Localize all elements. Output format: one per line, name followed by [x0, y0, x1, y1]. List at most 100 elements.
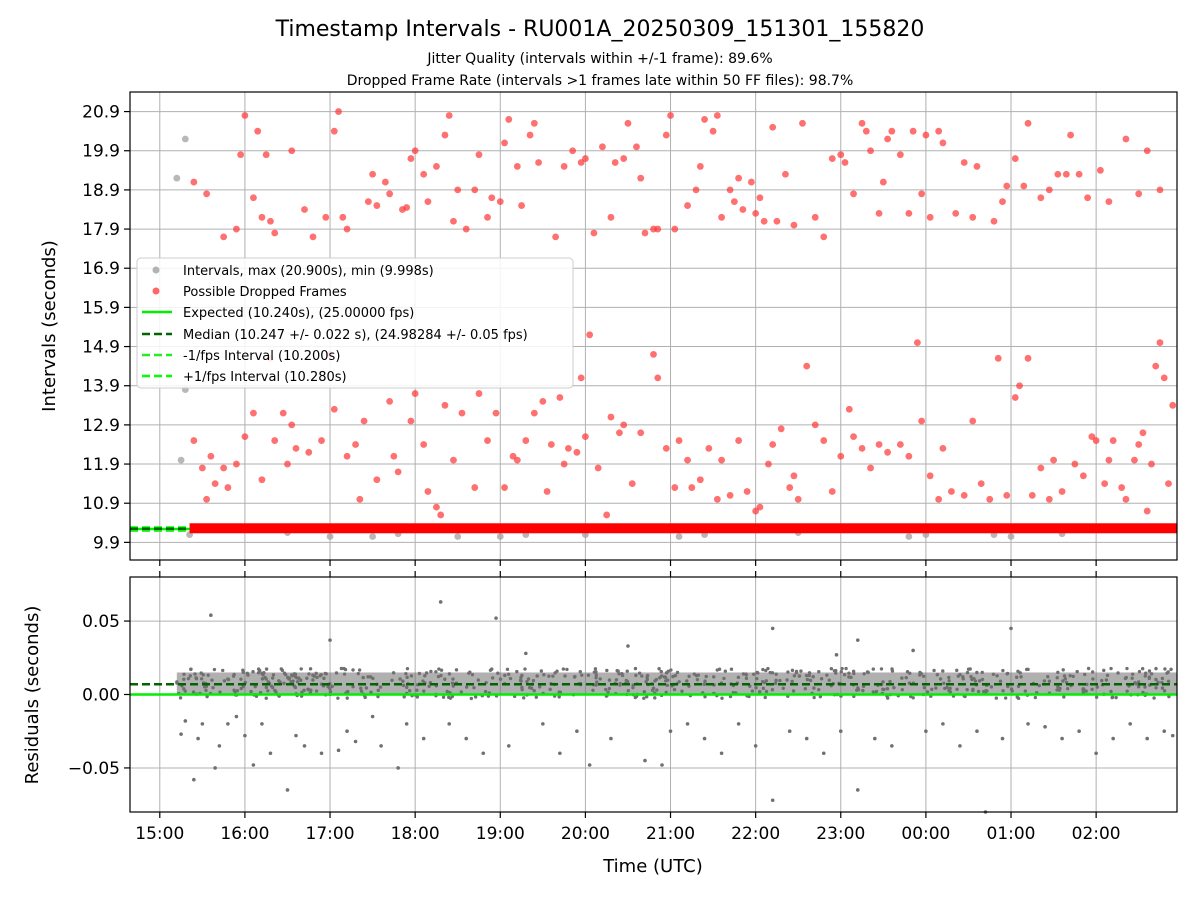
intervals-y-tick-label: 9.9 [93, 533, 120, 553]
x-tick-label: 15:00 [135, 824, 184, 844]
residual-band-point [961, 677, 965, 681]
residual-point [736, 722, 741, 726]
residual-band-point [1024, 667, 1029, 672]
residual-band-point [206, 673, 210, 677]
dropped-frame-point [488, 194, 496, 202]
dropped-frame-point [1037, 194, 1045, 202]
residual-band-point [239, 677, 243, 681]
residual-band-point [995, 674, 999, 678]
residual-band-point [561, 667, 566, 671]
residual-band-point [1068, 673, 1072, 678]
x-tick-label: 01:00 [987, 824, 1036, 844]
residual-point [447, 722, 452, 726]
dropped-frame-point [271, 437, 279, 444]
residual-point [1170, 733, 1175, 738]
residual-band-point [736, 675, 741, 680]
residual-band-point [239, 686, 243, 691]
residual-band-point [1165, 671, 1169, 675]
dropped-frame-point [190, 178, 198, 186]
residual-band-point [1023, 689, 1028, 693]
residual-band-point [476, 678, 481, 682]
residual-band-point [781, 686, 785, 690]
residual-band-point [211, 685, 215, 690]
dropped-frame-point [556, 394, 564, 401]
residual-band-point [948, 690, 952, 694]
residual-band-point [1154, 677, 1158, 682]
residual-band-point [498, 677, 503, 681]
dropped-frame-point [1122, 495, 1130, 503]
residual-point [196, 736, 200, 741]
residual-band-point [473, 695, 478, 699]
residual-band-point [790, 668, 795, 673]
dropped-frame-point [1037, 464, 1045, 472]
residual-band-point [723, 669, 728, 673]
residual-band-point [182, 672, 186, 676]
residual-point [668, 729, 673, 734]
residual-band-point [592, 670, 597, 674]
dropped-frame-point [799, 119, 806, 127]
residual-band-point [421, 679, 425, 683]
residual-band-point [1019, 675, 1023, 679]
residual-band-point [520, 687, 524, 692]
residual-point [1145, 736, 1150, 741]
residual-band-point [696, 673, 701, 677]
dropped-frame-point [590, 229, 598, 237]
dropped-frame-point [909, 127, 917, 135]
dropped-frame-point [939, 444, 947, 452]
residual-band-point [1005, 671, 1010, 676]
residual-point [1043, 725, 1047, 729]
dropped-frame-point [867, 147, 874, 155]
residual-band-point [212, 667, 217, 672]
residual-band-point [1056, 670, 1060, 675]
residual-band-point [955, 668, 959, 673]
residual-band-point [535, 674, 539, 678]
residual-band-point [633, 666, 638, 671]
dropped-frame-point [990, 217, 998, 225]
residual-band-point [1037, 683, 1041, 688]
dropped-frame-point [918, 417, 926, 425]
residual-band-point [1062, 674, 1067, 678]
residual-point [294, 733, 298, 738]
residual-band-point [770, 688, 775, 692]
dropped-frame-point [773, 217, 781, 225]
residual-band-point [1109, 666, 1113, 671]
residual-band-point [271, 673, 276, 677]
dropped-frame-point [1062, 170, 1070, 178]
residual-band-point [293, 672, 298, 676]
residual-band-point [881, 687, 885, 691]
dropped-frame-point [1050, 456, 1057, 464]
dropped-frame-point [726, 186, 734, 194]
dropped-frame-point [437, 511, 445, 519]
dropped-frame-point [343, 452, 351, 460]
residual-band-point [378, 685, 383, 689]
residual-band-point [984, 688, 988, 693]
residual-point [804, 736, 809, 741]
residual-band-point [1001, 668, 1005, 673]
residual-band-point [531, 678, 536, 683]
residual-band-point [295, 680, 300, 684]
residual-point [855, 788, 860, 792]
dropped-frame-point [203, 190, 211, 198]
residual-point [587, 763, 592, 767]
residual-band-point [1055, 688, 1059, 692]
residual-band-point [201, 673, 205, 677]
residual-band-point [971, 688, 975, 693]
residual-band-point [506, 672, 511, 676]
residual-band-point [947, 679, 951, 683]
residual-band-point [1090, 687, 1094, 692]
residual-band-point [1143, 674, 1147, 678]
residual-band-point [792, 674, 797, 678]
residual-point [179, 732, 183, 736]
dropped-frame-point [237, 151, 245, 159]
residual-band-point [827, 678, 831, 682]
dropped-frame-point [441, 401, 449, 409]
residual-band-point [312, 674, 317, 678]
residual-band-point [631, 685, 635, 690]
dropped-frame-point [496, 198, 504, 206]
dropped-frame-point [539, 397, 547, 405]
residual-band-point [862, 672, 866, 676]
residual-band-point [324, 672, 328, 676]
residual-band-point [871, 667, 876, 671]
residual-band-point [911, 696, 915, 700]
residual-band-point [553, 671, 557, 675]
